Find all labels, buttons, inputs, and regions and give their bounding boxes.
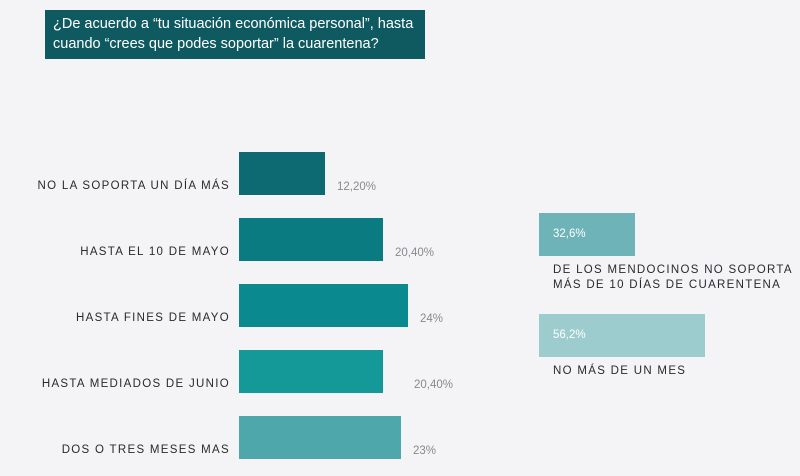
- summary-text-line: DE LOS MENDOCINOS NO SOPORTA: [553, 264, 793, 276]
- bar: [239, 218, 383, 261]
- value-label: 20,40%: [395, 247, 435, 259]
- bar: [239, 284, 408, 327]
- value-label: 24%: [420, 313, 444, 325]
- category-label: NO LA SOPORTA UN DÍA MÁS: [37, 180, 230, 192]
- summary-text: NO MÁS DE UN MES: [553, 364, 686, 379]
- bar: [239, 350, 383, 393]
- value-label: 23%: [413, 445, 437, 457]
- value-label: 12,20%: [337, 181, 377, 193]
- bar: [239, 152, 325, 195]
- category-label: HASTA FINES DE MAYO: [76, 312, 230, 324]
- category-label: DOS O TRES MESES MAS: [61, 444, 230, 456]
- category-label: HASTA MEDIADOS DE JUNIO: [41, 378, 230, 390]
- summary-text-line: NO MÁS DE UN MES: [553, 365, 687, 377]
- summary-box: 32,6%: [539, 213, 635, 256]
- chart-title: ¿De acuerdo a “tu situación económica pe…: [45, 10, 425, 59]
- category-label: HASTA EL 10 DE MAYO: [80, 246, 230, 258]
- summary-box: 56,2%: [539, 314, 705, 357]
- summary-text-line: MÁS DE 10 DÍAS DE CUARENTENA: [553, 279, 782, 291]
- summary-text: DE LOS MENDOCINOS NO SOPORTA MÁS DE 10 D…: [553, 263, 793, 293]
- bar: [239, 416, 401, 459]
- value-label: 20,40%: [414, 379, 454, 391]
